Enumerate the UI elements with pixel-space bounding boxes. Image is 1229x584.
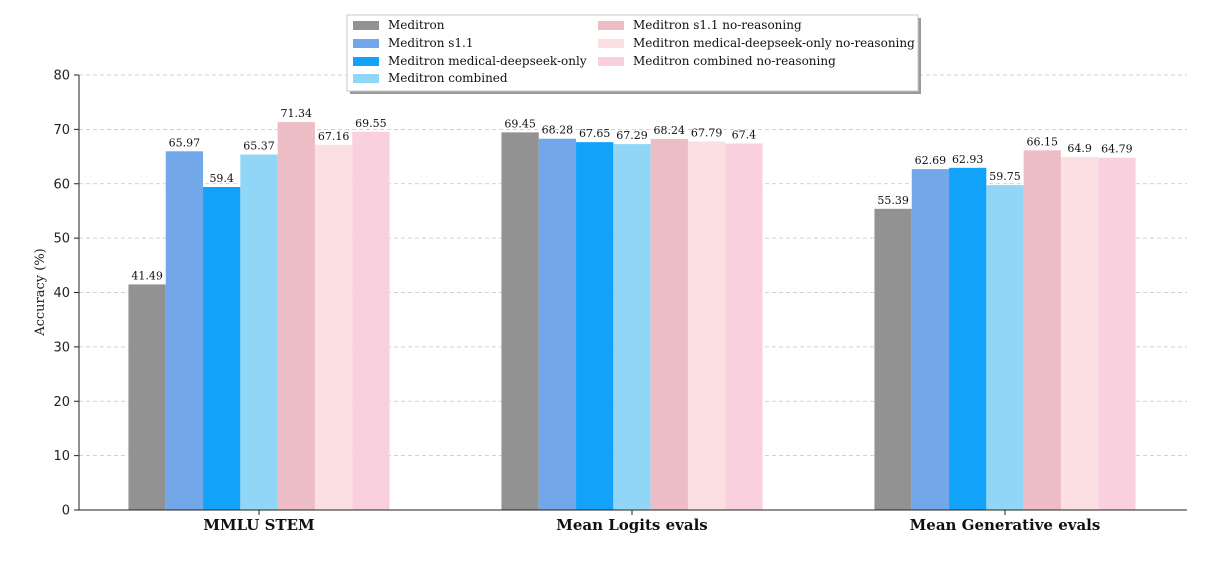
- y-tick-label: 20: [53, 395, 70, 410]
- bar: [949, 167, 987, 511]
- legend-swatch: [353, 39, 379, 48]
- bar: [613, 144, 651, 510]
- legend-label: Meditron medical-deepseek-only no-reason…: [633, 36, 915, 50]
- legend-swatch: [598, 39, 624, 48]
- legend-swatch: [353, 21, 379, 30]
- bar: [911, 169, 950, 511]
- y-tick-label: 10: [53, 449, 70, 464]
- data-label: 71.34: [281, 107, 313, 120]
- data-label: 68.24: [654, 124, 686, 137]
- x-category-label: Mean Logits evals: [556, 516, 707, 534]
- legend-box: [346, 14, 919, 92]
- data-label: 62.93: [952, 153, 984, 166]
- legend-label: Meditron combined no-reasoning: [633, 54, 836, 68]
- legend-label: Meditron: [388, 18, 445, 32]
- x-category-label: Mean Generative evals: [910, 516, 1101, 534]
- legend-swatch: [353, 57, 379, 66]
- data-label: 65.97: [169, 136, 201, 149]
- bar: [538, 138, 577, 511]
- y-tick-label: 30: [53, 340, 70, 355]
- data-label: 67.65: [579, 127, 611, 140]
- bar: [1023, 150, 1061, 510]
- bar: [1060, 157, 1099, 510]
- data-label: 59.75: [989, 170, 1021, 183]
- bar: [576, 142, 614, 510]
- bar: [165, 151, 204, 510]
- data-label: 67.16: [318, 130, 350, 143]
- y-axis-label: Accuracy (%): [33, 248, 48, 337]
- y-tick-labels: 0 10 20 30 40 50 60 70 80: [53, 69, 70, 519]
- y-tick-label: 50: [53, 232, 70, 247]
- data-label: 64.9: [1067, 142, 1092, 155]
- bar: [501, 132, 539, 510]
- data-labels: 41.49 65.97 59.4 65.37 71.34 67.16 69.55 69.45 6…: [131, 107, 1132, 282]
- data-label: 67.79: [691, 126, 723, 139]
- bar: [986, 185, 1024, 510]
- y-tick-label: 80: [53, 69, 70, 84]
- legend-label: Meditron combined: [388, 71, 508, 85]
- x-category-labels: MMLU STEM Mean Logits evals Mean Generativ…: [203, 516, 1100, 534]
- bar: [1098, 157, 1136, 510]
- bar: [725, 143, 763, 510]
- data-label: 64.79: [1101, 143, 1133, 156]
- bars-group: [128, 122, 1136, 511]
- legend-label: Meditron medical-deepseek-only: [388, 54, 587, 68]
- legend-swatch: [353, 74, 379, 83]
- bar: [314, 144, 353, 510]
- data-label: 67.29: [616, 129, 648, 142]
- data-label: 55.39: [877, 194, 909, 207]
- legend: Meditron Meditron s1.1 Meditron medical-de…: [346, 14, 921, 94]
- bar: [687, 141, 726, 510]
- data-label: 66.15: [1027, 135, 1059, 148]
- legend-swatch: [598, 21, 624, 30]
- bar: [240, 154, 278, 510]
- data-label: 68.28: [542, 124, 574, 137]
- legend-label: Meditron s1.1 no-reasoning: [633, 18, 802, 32]
- data-label: 69.45: [504, 117, 536, 130]
- data-label: 69.55: [355, 117, 387, 130]
- axes: [74, 74, 1187, 515]
- bar: [650, 138, 688, 510]
- bar: [874, 208, 912, 510]
- data-label: 59.4: [209, 172, 234, 185]
- bar: [203, 187, 241, 510]
- bar: [277, 122, 315, 511]
- data-label: 62.69: [915, 154, 947, 167]
- legend-label: Meditron s1.1: [388, 36, 473, 50]
- bar: [352, 131, 390, 510]
- bar: [128, 284, 166, 510]
- data-label: 41.49: [131, 269, 163, 282]
- legend-swatch: [598, 57, 624, 66]
- data-label: 65.37: [243, 140, 275, 153]
- data-label: 67.4: [732, 129, 757, 142]
- x-category-label: MMLU STEM: [203, 516, 314, 534]
- y-tick-label: 0: [62, 504, 70, 519]
- y-tick-label: 60: [53, 177, 70, 192]
- y-tick-label: 40: [53, 286, 70, 301]
- y-tick-label: 70: [53, 123, 70, 138]
